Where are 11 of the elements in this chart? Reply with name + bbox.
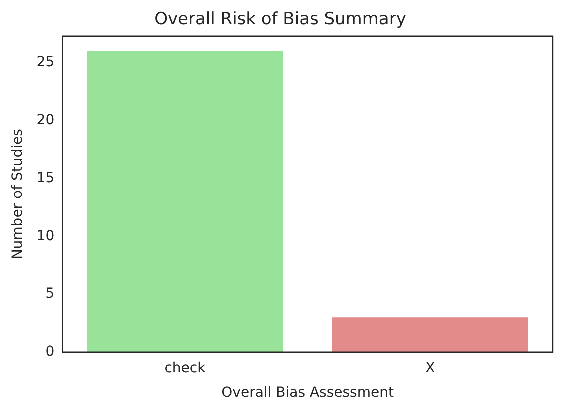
y-tick-label: 0 — [46, 344, 55, 360]
chart-title: Overall Risk of Bias Summary — [154, 10, 406, 30]
x-tick-label: X — [426, 360, 436, 376]
x-tick-label: check — [164, 360, 207, 376]
y-tick-label: 10 — [36, 228, 55, 244]
y-tick-label: 5 — [46, 286, 55, 302]
y-tick-label: 25 — [36, 54, 55, 71]
y-tick-label: 20 — [36, 112, 55, 129]
x-axis-title: Overall Bias Assessment — [222, 385, 394, 402]
y-tick-label: 15 — [36, 170, 55, 186]
y-axis-title: Number of Studies — [10, 129, 26, 260]
